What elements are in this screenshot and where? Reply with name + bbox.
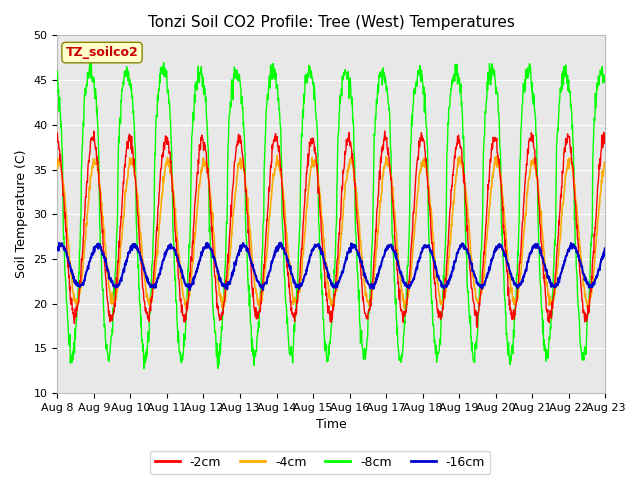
-2cm — [175, 280, 183, 286]
-8cm — [54, 69, 61, 74]
-16cm — [237, 248, 244, 254]
Line: -16cm: -16cm — [58, 243, 605, 290]
-4cm — [162, 161, 170, 167]
-4cm — [417, 167, 425, 173]
Title: Tonzi Soil CO2 Profile: Tree (West) Temperatures: Tonzi Soil CO2 Profile: Tree (West) Temp… — [148, 15, 515, 30]
-16cm — [162, 251, 170, 257]
-4cm — [237, 166, 244, 171]
-2cm — [489, 145, 497, 151]
X-axis label: Time: Time — [316, 419, 347, 432]
Y-axis label: Soil Temperature (C): Soil Temperature (C) — [15, 150, 28, 278]
-4cm — [54, 166, 61, 171]
Text: TZ_soilco2: TZ_soilco2 — [66, 46, 138, 59]
-2cm — [381, 128, 388, 134]
-8cm — [88, 57, 95, 62]
-8cm — [237, 101, 245, 107]
-2cm — [537, 239, 545, 244]
-16cm — [186, 288, 193, 293]
-16cm — [54, 247, 61, 253]
-16cm — [537, 250, 545, 255]
-2cm — [162, 136, 170, 142]
-8cm — [163, 68, 170, 73]
-16cm — [602, 247, 609, 252]
-2cm — [54, 131, 61, 136]
-8cm — [537, 290, 545, 296]
-2cm — [417, 137, 424, 143]
-2cm — [237, 135, 244, 141]
-2cm — [602, 139, 609, 145]
-8cm — [176, 349, 184, 355]
-16cm — [175, 262, 183, 267]
Line: -4cm: -4cm — [58, 156, 605, 309]
-4cm — [273, 153, 281, 158]
-8cm — [417, 79, 425, 84]
-8cm — [489, 70, 497, 75]
Legend: -2cm, -4cm, -8cm, -16cm: -2cm, -4cm, -8cm, -16cm — [150, 451, 490, 474]
-4cm — [602, 159, 609, 165]
-16cm — [489, 256, 497, 262]
Line: -2cm: -2cm — [58, 131, 605, 328]
-4cm — [537, 212, 545, 218]
-2cm — [474, 325, 481, 331]
-8cm — [602, 74, 609, 80]
-16cm — [277, 240, 285, 246]
-16cm — [417, 250, 425, 255]
-4cm — [182, 306, 190, 312]
Line: -8cm: -8cm — [58, 60, 605, 369]
-4cm — [489, 172, 497, 178]
-4cm — [175, 252, 183, 258]
-8cm — [140, 366, 148, 372]
